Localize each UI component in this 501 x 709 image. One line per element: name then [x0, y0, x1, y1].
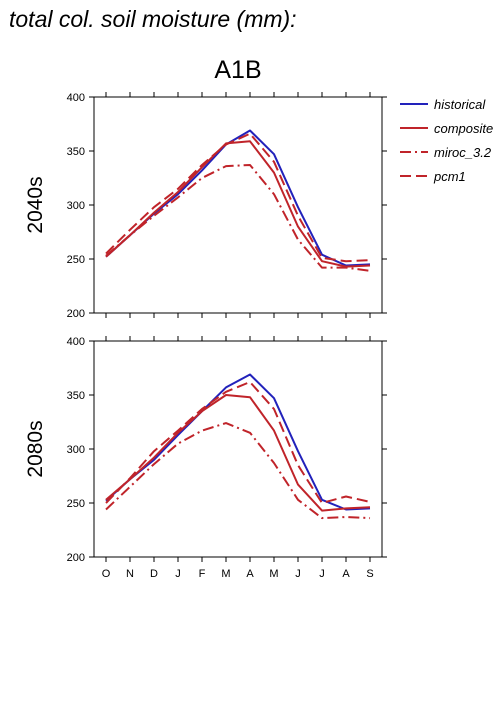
x-tick-label: M	[269, 568, 278, 580]
x-tick-label: A	[342, 568, 350, 580]
series-line-historical	[105, 129, 371, 267]
x-tick-label: F	[199, 568, 206, 580]
series-line-miroc-3-2	[105, 422, 371, 520]
panel-2040s: 200 250 300 350 400 2040s	[24, 92, 387, 320]
series-line-pcm1	[105, 132, 371, 263]
panel-2080s: 200 250 300 350 400 O N D J F M A M J J A S 2080s	[24, 336, 387, 580]
y-tick-label: 350	[67, 146, 85, 158]
panel-label: 2040s	[24, 176, 47, 233]
y-tick-label: 250	[67, 498, 85, 510]
legend: historical composite miroc_3.2 pcm1	[400, 97, 493, 184]
x-tick-label: D	[150, 568, 158, 580]
x-tick-label: O	[102, 568, 111, 580]
series-line-miroc-3-2	[105, 164, 371, 272]
y-tick-label: 300	[67, 200, 85, 212]
x-tick-label: N	[126, 568, 134, 580]
series-line-composite	[105, 394, 371, 512]
x-tick-label: M	[221, 568, 230, 580]
y-tick-label: 400	[67, 336, 85, 348]
legend-label: miroc_3.2	[434, 145, 492, 160]
y-tick-label: 200	[67, 308, 85, 320]
series-line-historical	[105, 373, 371, 511]
figure-heading: total col. soil moisture (mm):	[9, 6, 297, 32]
y-tick-label: 300	[67, 444, 85, 456]
x-tick-label: A	[246, 568, 254, 580]
plot-frame	[93, 96, 383, 314]
series-line-composite	[105, 140, 371, 268]
x-tick-label: J	[295, 568, 301, 580]
y-tick-label: 200	[67, 552, 85, 564]
legend-label: composite	[434, 121, 493, 136]
x-tick-label: J	[175, 568, 181, 580]
y-tick-label: 250	[67, 254, 85, 266]
panel-label: 2080s	[24, 420, 47, 477]
x-tick-label: S	[366, 568, 373, 580]
series-line-pcm1	[105, 381, 371, 504]
y-tick-label: 350	[67, 390, 85, 402]
legend-label: historical	[434, 97, 486, 112]
y-tick-label: 400	[67, 92, 85, 104]
chart-title: A1B	[214, 56, 262, 84]
x-tick-label: J	[319, 568, 325, 580]
legend-label: pcm1	[433, 169, 466, 184]
plot-frame	[93, 340, 383, 558]
